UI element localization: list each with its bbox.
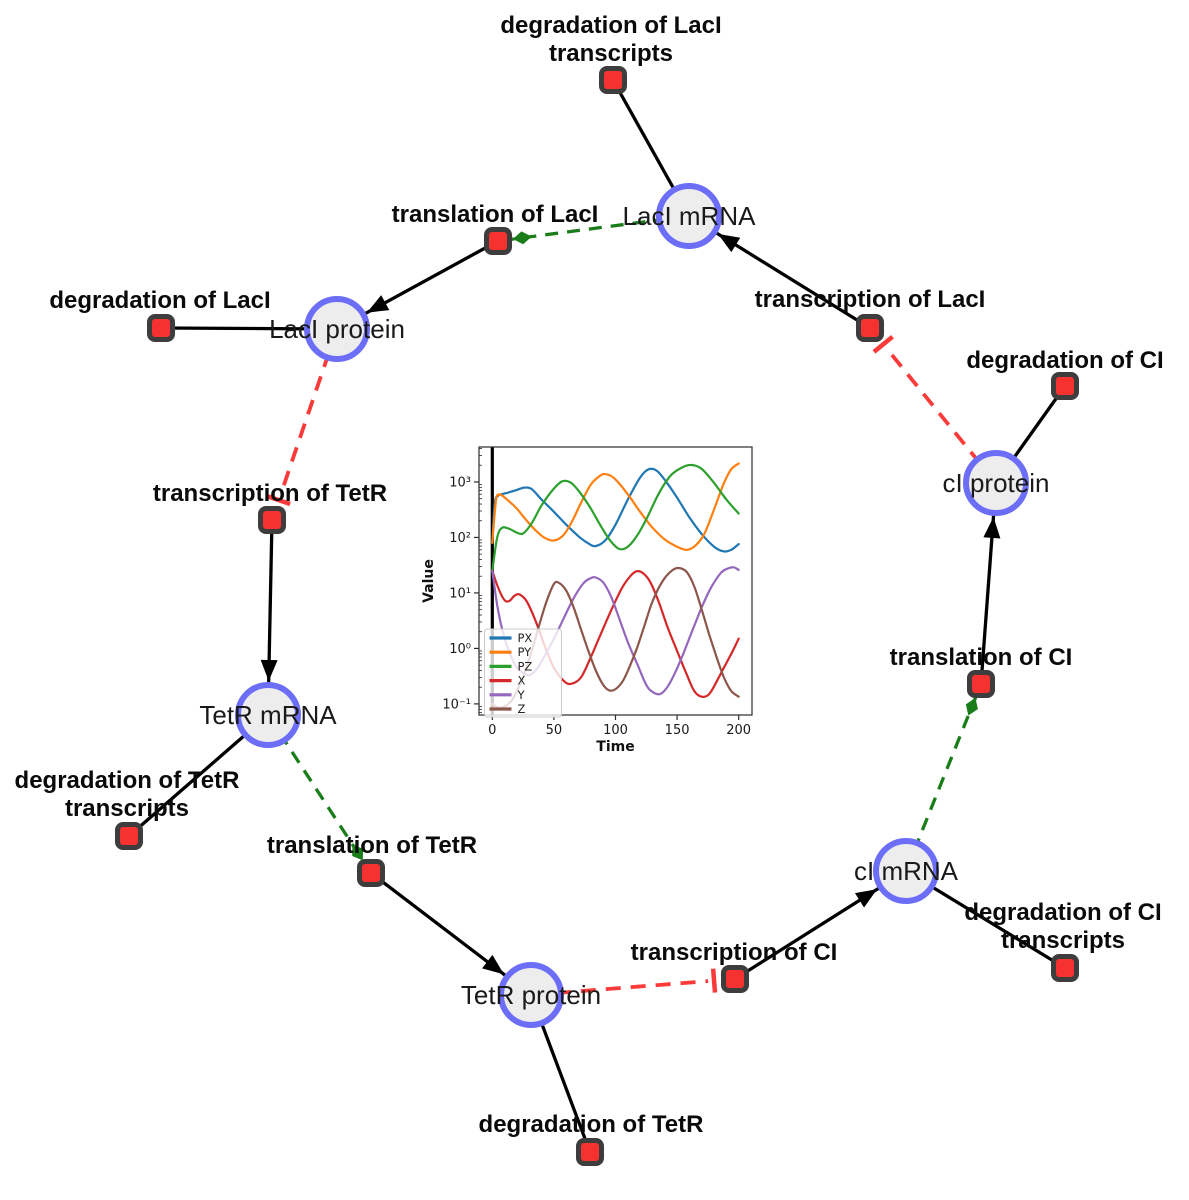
legend-label-PY: PY — [518, 645, 533, 659]
reaction-label-deg_TetR: degradation of TetR — [479, 1111, 704, 1138]
legend-label-PX: PX — [518, 631, 533, 645]
reaction-label-deg_LacI: degradation of LacI — [49, 287, 270, 314]
species-node-LacI_protein[interactable] — [304, 296, 370, 362]
reaction-node-deg_CI_transcripts[interactable] — [1051, 954, 1079, 982]
labels-layer: degradation of LacItranscriptstranslatio… — [15, 12, 1164, 1138]
reaction-label-deg_CI: degradation of CI — [966, 347, 1163, 374]
reaction-label-deg_CI_transcripts-line1: degradation of CI — [964, 899, 1161, 926]
reaction-node-deg_TetR_transcripts[interactable] — [115, 822, 143, 850]
reaction-label-transcription_LacI: transcription of LacI — [755, 286, 986, 313]
reaction-node-translation_TetR[interactable] — [357, 859, 385, 887]
edge-production-translation_TetR-TetR_protein — [369, 871, 533, 997]
x-axis-label: Time — [596, 739, 634, 755]
production-arrowhead-LacI_protein — [366, 295, 390, 313]
reaction-label-translation_TetR: translation of TetR — [267, 832, 477, 859]
species-label-TetR_protein: TetR protein — [461, 980, 601, 1010]
series-PX — [491, 467, 740, 553]
y-tick-label: 10² — [449, 531, 471, 546]
edge-production-translation_CI-cI_protein — [979, 482, 998, 685]
inhibition-tbar-transcription_CI — [710, 968, 718, 993]
series-X — [491, 569, 740, 698]
x-tick-label: 50 — [546, 723, 563, 738]
reaction-node-translation_CI[interactable] — [967, 670, 995, 698]
production-arrowhead-TetR_protein — [482, 954, 504, 975]
reaction-label-translation_LacI: translation of LacI — [392, 201, 599, 228]
edge-modifier-cI_mRNA-translation_CI — [904, 683, 983, 872]
legend-label-X: X — [518, 674, 526, 688]
reaction-label-deg_CI_transcripts-line2: transcripts — [1001, 927, 1125, 954]
series-PY — [491, 462, 740, 551]
reaction-node-transcription_CI[interactable] — [721, 965, 749, 993]
species-label-cI_mRNA: cI mRNA — [854, 856, 959, 886]
reaction-label-transcription_TetR: transcription of TetR — [153, 480, 387, 507]
reaction-label-translation_CI: translation of CI — [890, 644, 1073, 671]
species-node-cI_protein[interactable] — [963, 450, 1029, 516]
production-arrowhead-LacI_mRNA — [717, 233, 741, 253]
reaction-label-deg_TetR_transcripts-line2: transcripts — [65, 795, 189, 822]
x-tick-label: 150 — [665, 723, 690, 738]
reaction-node-deg_LacI[interactable] — [147, 314, 175, 342]
production-arrowhead-TetR_mRNA — [260, 659, 278, 682]
production-arrowhead-cI_mRNA — [854, 889, 878, 908]
production-arrowhead-cI_protein — [983, 516, 1001, 539]
reaction-node-deg_TetR[interactable] — [576, 1138, 604, 1166]
reaction-node-transcription_TetR[interactable] — [258, 506, 286, 534]
edge-production-transcription_CI-cI_mRNA — [734, 869, 907, 981]
species-node-TetR_protein[interactable] — [498, 962, 564, 1028]
species-label-cI_protein: cI protein — [943, 468, 1050, 498]
species-label-TetR_mRNA: TetR mRNA — [199, 700, 337, 730]
species-label-LacI_protein: LacI protein — [269, 314, 405, 344]
y-tick-label: 10⁰ — [449, 642, 471, 657]
species-label-LacI_mRNA: LacI mRNA — [623, 201, 757, 231]
modifier-diamond-translation_TetR — [352, 844, 364, 861]
reaction-node-transcription_LacI[interactable] — [856, 314, 884, 342]
inhibition-tbar-transcription_TetR — [266, 494, 291, 507]
modifier-diamond-translation_CI — [965, 697, 978, 716]
nodes-layer — [115, 66, 1079, 1166]
species-node-TetR_mRNA[interactable] — [235, 682, 301, 748]
reaction-node-deg_LacI_transcripts[interactable] — [599, 66, 627, 94]
x-tick-label: 200 — [726, 723, 751, 738]
edge-endings-layer — [260, 231, 1001, 993]
y-tick-label: 10¹ — [449, 586, 471, 601]
inhibition-tbar-transcription_LacI — [872, 334, 894, 354]
y-axis-label: Value — [421, 559, 437, 603]
reaction-label-transcription_CI: transcription of CI — [631, 939, 838, 966]
reaction-node-deg_CI[interactable] — [1051, 372, 1079, 400]
y-tick-label: 10³ — [449, 475, 471, 490]
legend-label-Z: Z — [518, 702, 526, 716]
x-tick-label: 100 — [603, 723, 628, 738]
series-PZ — [491, 463, 740, 572]
reaction-label-deg_LacI_transcripts-line1: degradation of LacI — [500, 12, 721, 39]
reaction-label-deg_TetR_transcripts-line1: degradation of TetR — [15, 767, 240, 794]
legend-label-Y: Y — [517, 688, 526, 702]
species-node-LacI_mRNA[interactable] — [656, 183, 722, 249]
legend-label-PZ: PZ — [518, 659, 533, 673]
y-tick-label: 10⁻¹ — [442, 697, 471, 712]
x-tick-label: 0 — [488, 723, 496, 738]
modifier-diamond-translation_LacI — [512, 231, 532, 245]
chart-axes-frame — [478, 446, 753, 716]
species-node-cI_mRNA[interactable] — [873, 838, 939, 904]
reaction-label-deg_LacI_transcripts-line2: transcripts — [549, 40, 673, 67]
reaction-node-translation_LacI[interactable] — [484, 227, 512, 255]
